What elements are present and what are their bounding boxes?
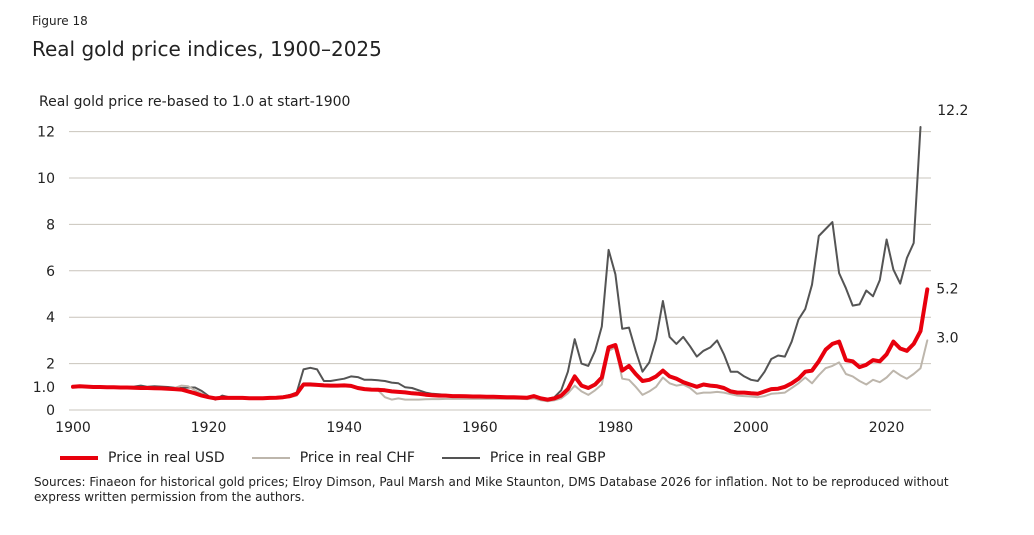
series-chf-line bbox=[72, 339, 929, 403]
legend-label-gbp: Price in real GBP bbox=[489, 450, 606, 466]
legend-swatch-gbp bbox=[441, 457, 480, 459]
series-gbp-line bbox=[72, 126, 922, 401]
x-tick-label: 1960 bbox=[462, 420, 498, 436]
x-tick-label: 2020 bbox=[869, 420, 905, 436]
series-lines bbox=[71, 126, 930, 403]
chart-title: Real gold price indices, 1900–2025 bbox=[32, 37, 382, 61]
legend-item-gbp: Price in real GBP bbox=[441, 450, 606, 466]
y-axis-caption: Real gold price re-based to 1.0 at start… bbox=[39, 94, 351, 110]
x-tick-labels: 1900 1920 1940 1960 1980 2000 2020 bbox=[55, 420, 904, 436]
legend-label-chf: Price in real CHF bbox=[299, 450, 415, 466]
y-tick-labels: 0 1.0 2 4 6 8 10 12 bbox=[33, 125, 55, 419]
y-tick-label: 0 bbox=[46, 403, 55, 419]
legend-item-chf: Price in real CHF bbox=[251, 450, 415, 466]
series-usd-line bbox=[71, 287, 930, 402]
end-label: 5.2 bbox=[936, 281, 958, 297]
x-tick-label: 1920 bbox=[191, 420, 227, 436]
y-tick-label: 2 bbox=[46, 357, 55, 373]
x-tick-label: 1980 bbox=[598, 420, 634, 436]
legend-item-usd: Price in real USD bbox=[60, 450, 225, 466]
y-tick-label: 1.0 bbox=[33, 380, 55, 396]
y-tick-label: 8 bbox=[46, 217, 55, 233]
x-tick-label: 1940 bbox=[326, 420, 362, 436]
legend-swatch-usd bbox=[60, 456, 98, 460]
legend: Price in real USD Price in real CHF Pric… bbox=[60, 450, 633, 466]
legend-swatch-chf bbox=[251, 457, 290, 459]
sources-note: Sources: Finaeon for historical gold pri… bbox=[34, 475, 949, 504]
y-tick-label: 10 bbox=[37, 171, 55, 187]
y-tick-label: 12 bbox=[37, 125, 55, 141]
gridlines bbox=[69, 131, 931, 411]
x-tick-label: 1900 bbox=[55, 420, 91, 436]
end-label: 12.2 bbox=[937, 103, 968, 119]
y-tick-label: 4 bbox=[46, 310, 55, 326]
end-label: 3.0 bbox=[936, 330, 958, 346]
legend-label-usd: Price in real USD bbox=[108, 450, 225, 466]
x-tick-label: 2000 bbox=[733, 420, 769, 436]
y-tick-label: 6 bbox=[46, 264, 55, 280]
end-value-labels: 12.2 5.2 3.0 bbox=[936, 103, 968, 346]
figure-label: Figure 18 bbox=[32, 14, 88, 28]
